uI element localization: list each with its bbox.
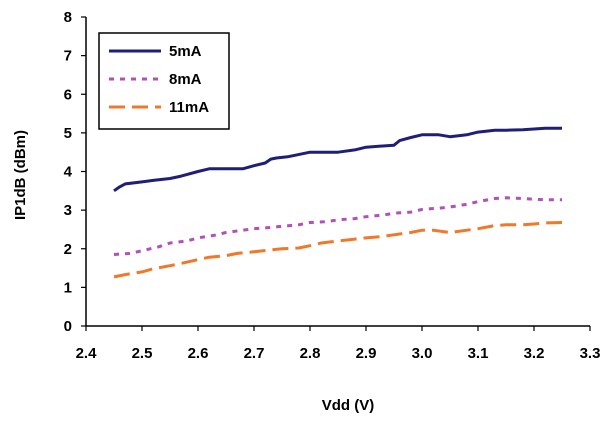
legend-label-5ma: 5mA — [169, 43, 202, 60]
x-tick-label: 2.4 — [76, 345, 98, 362]
x-tick-label: 2.5 — [132, 345, 153, 362]
y-axis: 0 1 2 3 4 5 6 7 8 — [64, 9, 86, 335]
y-tick-label: 3 — [64, 202, 72, 219]
legend-box — [98, 32, 230, 130]
x-tick-label: 3.2 — [524, 345, 545, 362]
x-tick-label: 3.3 — [580, 345, 601, 362]
y-tick-label: 4 — [64, 164, 73, 181]
y-tick-label: 2 — [64, 241, 72, 258]
series-line-11ma — [113, 221, 563, 279]
x-tick-label: 3.0 — [412, 345, 433, 362]
x-tick-label: 2.9 — [356, 345, 377, 362]
y-tick-label: 6 — [64, 86, 72, 103]
y-axis-title: IP1dB (dBm) — [12, 130, 29, 220]
x-tick-label: 2.6 — [188, 345, 209, 362]
x-axis: 2.4 2.5 2.6 2.7 2.8 2.9 3.0 3.1 3.2 3.3 — [76, 326, 601, 362]
y-tick-label: 8 — [64, 9, 72, 26]
y-tick-label: 0 — [64, 318, 72, 335]
x-tick-label: 2.7 — [244, 345, 265, 362]
legend-label-11ma: 11mA — [169, 99, 209, 116]
x-tick-label: 3.1 — [468, 345, 489, 362]
series-line-5ma — [113, 126, 562, 193]
series-line-8ma — [113, 196, 562, 256]
x-tick-label: 2.8 — [300, 345, 321, 362]
legend: 5mA 8mA 11mA — [98, 32, 230, 130]
data-series — [113, 126, 563, 279]
y-tick-label: 1 — [64, 279, 72, 296]
x-axis-title: Vdd (V) — [322, 397, 375, 414]
legend-label-8ma: 8mA — [169, 71, 202, 88]
y-tick-label: 5 — [64, 125, 72, 142]
y-tick-label: 7 — [64, 48, 72, 65]
